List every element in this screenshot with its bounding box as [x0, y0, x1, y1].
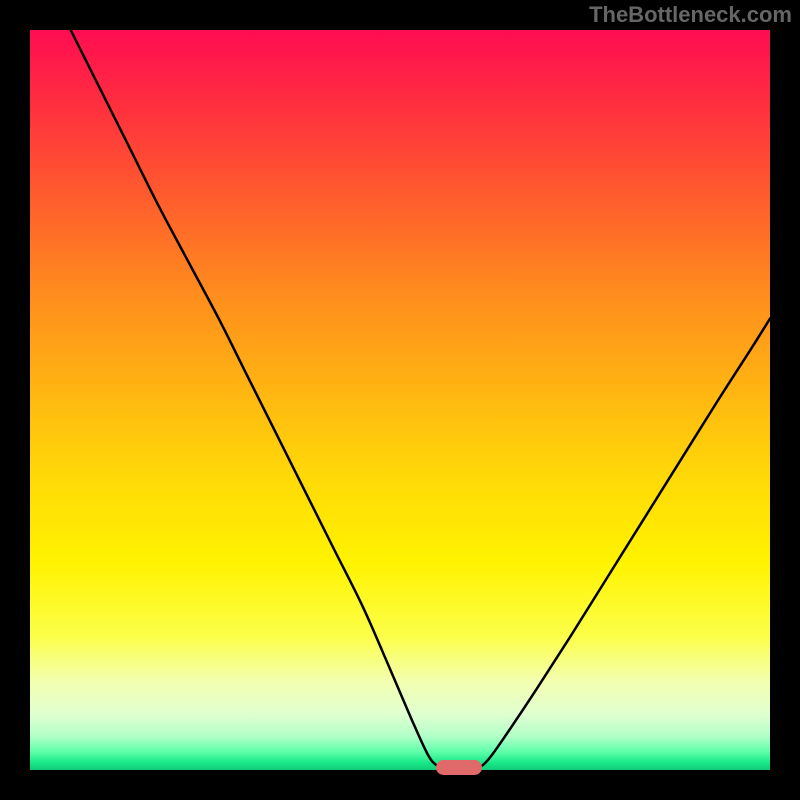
bottleneck-curve	[71, 30, 770, 768]
watermark-text: TheBottleneck.com	[589, 2, 792, 28]
bottleneck-curve-layer	[30, 30, 770, 770]
plot-area	[30, 30, 770, 770]
chart-container: TheBottleneck.com	[0, 0, 800, 800]
optimal-range-marker	[436, 760, 482, 775]
